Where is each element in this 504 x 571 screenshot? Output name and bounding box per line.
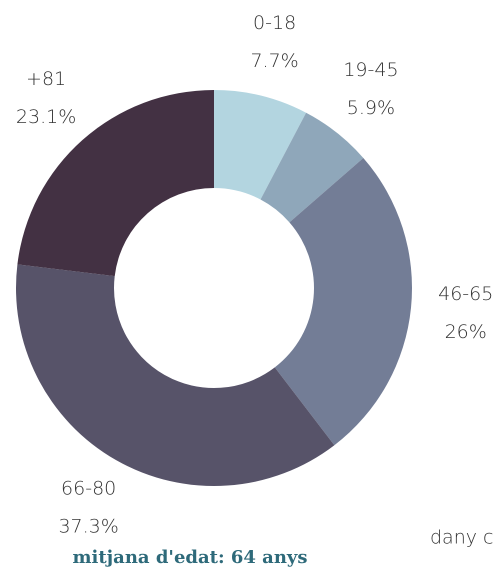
slice-label: +81: [26, 68, 66, 90]
donut-slice: [214, 90, 307, 200]
slice-value: 23.1%: [16, 106, 76, 128]
annotation: dany c: [430, 527, 493, 549]
slice-label: 0-18: [253, 12, 296, 34]
donut-slice: [16, 264, 335, 487]
slice-label: 46-65: [438, 283, 493, 305]
slice-label: 66-80: [61, 477, 116, 499]
slice-value: 26%: [445, 321, 487, 343]
slice-label: 19-45: [343, 59, 398, 81]
slice-value: 7.7%: [250, 50, 298, 72]
donut-slice: [17, 90, 215, 277]
donut-slice: [274, 157, 412, 446]
subtitle: mitjana d'edat: 64 anys: [72, 547, 307, 568]
donut-slice: [260, 112, 364, 223]
slice-value: 5.9%: [347, 97, 395, 119]
slice-value: 37.3%: [58, 515, 118, 537]
